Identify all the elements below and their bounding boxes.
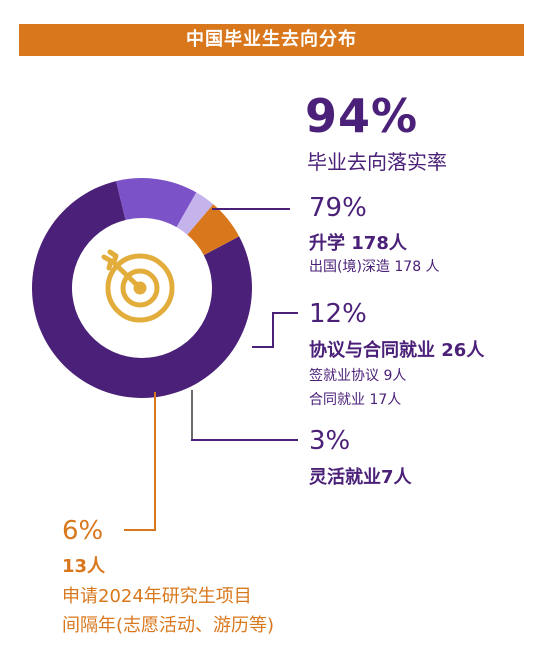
label-gap-detail-2: 间隔年(志愿活动、游历等) [62, 615, 275, 636]
label-agreement-title: 协议与合同就业 26人 [309, 340, 485, 361]
label-agreement-pct: 12% [309, 299, 367, 329]
slice-study [32, 181, 252, 398]
label-flexible-pct: 3% [309, 426, 351, 456]
donut-slices [32, 177, 252, 398]
leader-line-flexible-v [191, 390, 193, 440]
label-gap-detail-1: 申请2024年研究生项目 [62, 586, 252, 607]
leader-line-agreement-top [272, 312, 298, 314]
slice-gap [187, 204, 240, 256]
label-agreement-detail-1: 签就业协议 9人 [309, 368, 407, 384]
leader-line-flexible-h [191, 439, 298, 441]
label-gap-title: 13人 [62, 556, 106, 577]
label-agreement-detail-2: 合同就业 17人 [309, 392, 402, 408]
slice-flexible [176, 192, 214, 235]
label-study-pct: 79% [309, 193, 367, 223]
headline-value: 94% [305, 89, 419, 143]
label-study-detail: 出国(境)深造 178 人 [309, 259, 440, 275]
headline-label: 毕业去向落实率 [307, 150, 447, 174]
label-study-title: 升学 178人 [309, 233, 407, 254]
leader-line-agreement-v [272, 312, 274, 348]
label-flexible-title: 灵活就业7人 [309, 467, 412, 488]
slice-agreement [116, 177, 197, 228]
leader-line-gap-h [124, 529, 156, 531]
leader-line-agreement-h [252, 346, 274, 348]
leader-line-gap-v [154, 392, 156, 531]
leader-line-study [212, 208, 290, 210]
label-gap-pct: 6% [62, 516, 104, 546]
target-arrow-icon [101, 249, 175, 323]
chart-title-banner: 中国毕业生去向分布 [19, 24, 524, 56]
